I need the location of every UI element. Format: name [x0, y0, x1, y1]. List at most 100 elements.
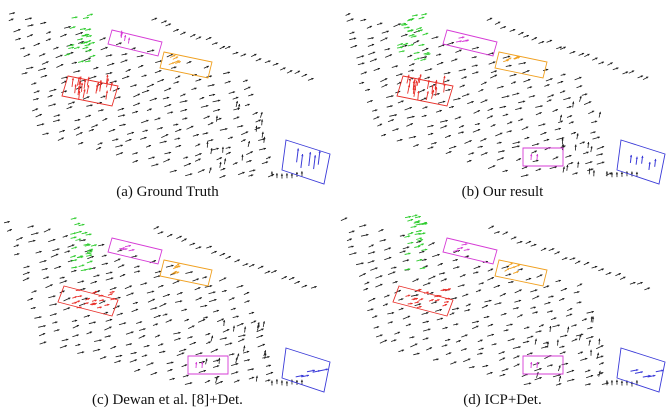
flow-vector	[109, 287, 117, 291]
flow-vector	[22, 277, 30, 282]
flow-vector	[178, 348, 187, 352]
flow-vector	[300, 379, 304, 385]
flow-vector	[250, 320, 257, 324]
green-object-vector	[407, 43, 414, 47]
flow-vector	[210, 148, 213, 155]
red-object-vector	[417, 90, 420, 101]
flow-vector	[419, 97, 427, 101]
flow-vector	[409, 63, 415, 67]
flow-vector	[525, 277, 532, 281]
flow-vector	[417, 89, 426, 93]
flow-vector	[547, 94, 555, 98]
flow-vector	[180, 31, 186, 35]
blue-object-vector	[634, 371, 643, 374]
flow-vector	[410, 343, 418, 348]
flow-vector	[252, 111, 258, 116]
flow-vector	[72, 324, 80, 329]
flow-vector	[531, 143, 540, 146]
flow-vector	[575, 333, 584, 337]
flow-vector	[181, 308, 188, 312]
flow-vector	[543, 138, 550, 142]
flow-vector	[349, 252, 357, 256]
flow-vector	[161, 20, 167, 24]
flow-vector	[83, 314, 91, 318]
green-object-vector	[75, 230, 82, 234]
flow-vector	[210, 335, 214, 342]
flow-vector	[428, 242, 435, 246]
magenta-bounding-box	[107, 237, 163, 265]
panel-ground-truth: (a) Ground Truth	[0, 0, 335, 208]
flow-vector	[547, 310, 553, 313]
flow-vector	[93, 290, 101, 294]
flow-vector	[270, 171, 274, 177]
flow-vector	[126, 131, 135, 135]
flow-vector	[427, 291, 434, 295]
flow-vector	[422, 106, 428, 109]
flow-vector	[74, 118, 81, 122]
flow-vector	[275, 379, 279, 385]
red-object-vector	[82, 89, 86, 99]
green-object-vector	[80, 268, 87, 272]
red-object-vector	[418, 74, 422, 84]
flow-vector	[152, 323, 159, 326]
flow-vector	[559, 114, 563, 121]
flow-vector	[169, 169, 177, 173]
flow-vector	[89, 75, 97, 79]
flow-vector	[531, 37, 538, 41]
flow-vector	[461, 76, 467, 79]
flow-vector	[523, 326, 530, 329]
flow-vector	[165, 23, 172, 27]
flow-vector	[432, 358, 439, 361]
red-object-vector	[104, 303, 110, 306]
flow-vector	[445, 151, 452, 154]
flow-vector	[605, 272, 612, 275]
flow-vector	[509, 28, 516, 32]
flow-vector	[256, 322, 260, 329]
flow-vector	[59, 276, 65, 279]
flow-vector	[442, 326, 448, 330]
flow-vector	[99, 37, 106, 41]
green-object-vector	[71, 266, 78, 269]
green-object-vector	[85, 40, 92, 43]
flow-vector	[6, 228, 13, 232]
flow-vector	[367, 37, 374, 40]
flow-vector	[428, 275, 436, 280]
flow-vector	[194, 158, 201, 162]
flow-vector	[281, 276, 288, 280]
flow-vector	[592, 57, 598, 61]
flow-vector	[464, 140, 472, 144]
flow-vector	[522, 70, 530, 74]
flow-vector	[368, 51, 376, 55]
flow-vector	[202, 276, 208, 279]
flow-vector	[622, 71, 629, 75]
flow-vector	[197, 318, 206, 323]
flow-vector	[612, 67, 619, 71]
flow-vector	[148, 156, 155, 160]
flow-vector	[506, 323, 513, 326]
flow-vector	[136, 54, 144, 58]
flow-vector	[270, 380, 274, 386]
flow-vector	[480, 152, 488, 156]
flow-vector	[368, 297, 376, 302]
flow-vector	[124, 285, 133, 290]
flow-vector	[376, 22, 383, 26]
flow-vector	[590, 146, 593, 153]
flow-vector	[13, 253, 20, 256]
flow-vector	[280, 380, 284, 386]
flow-vector	[466, 159, 472, 163]
flow-vector	[176, 235, 182, 239]
green-object-vector	[397, 43, 404, 46]
flow-vector	[212, 309, 220, 313]
flow-vector	[162, 293, 171, 298]
green-object-vector	[404, 252, 411, 255]
flow-vector	[115, 354, 123, 358]
flow-vector	[105, 271, 113, 275]
flow-vector	[583, 261, 590, 266]
flow-vector	[532, 295, 540, 300]
flow-vector	[619, 276, 626, 280]
flow-vector	[372, 315, 378, 319]
flow-vector	[549, 325, 552, 332]
green-object-vector	[75, 238, 82, 241]
flow-vector	[248, 93, 254, 97]
flow-vector	[170, 66, 177, 69]
